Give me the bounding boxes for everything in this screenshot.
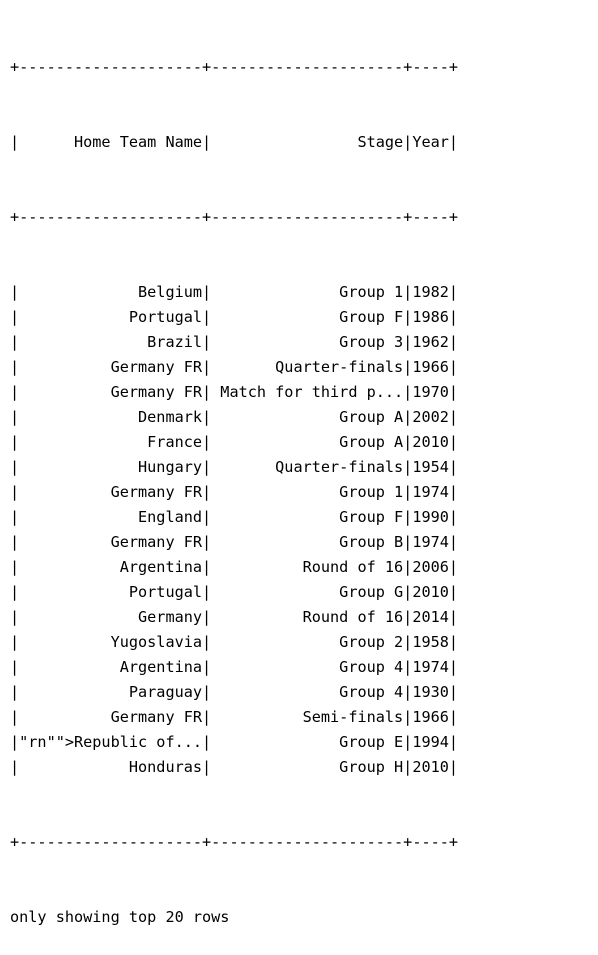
table-body: | Belgium| Group 1|1982| | Portugal| Grou… [10, 280, 590, 780]
table-row: | Germany FR| Match for third p...|1970| [10, 383, 459, 401]
console-output: +--------------------+------------------… [10, 5, 590, 955]
row-limit-note: only showing top 20 rows [10, 908, 230, 926]
table-row: | Yugoslavia| Group 2|1958| [10, 633, 459, 651]
table-border-bottom: +--------------------+------------------… [10, 833, 459, 851]
table-row: | Denmark| Group A|2002| [10, 408, 459, 426]
table-row: | Germany FR| Group 1|1974| [10, 483, 459, 501]
table-row: | Germany FR| Semi-finals|1966| [10, 708, 459, 726]
table-row: | Portugal| Group F|1986| [10, 308, 459, 326]
table-row: | England| Group F|1990| [10, 508, 459, 526]
table-row: | Germany FR| Group B|1974| [10, 533, 459, 551]
table-row: |"rn"">Republic of...| Group E|1994| [10, 733, 459, 751]
table-row: | Germany FR| Quarter-finals|1966| [10, 358, 459, 376]
table-row: | Germany| Round of 16|2014| [10, 608, 459, 626]
table-row: | Honduras| Group H|2010| [10, 758, 459, 776]
table-border-header: +--------------------+------------------… [10, 208, 459, 226]
table-row: | Brazil| Group 3|1962| [10, 333, 459, 351]
table-border-top: +--------------------+------------------… [10, 58, 459, 76]
table-row: | Argentina| Group 4|1974| [10, 658, 459, 676]
table-row: | Paraguay| Group 4|1930| [10, 683, 459, 701]
table-row: | Argentina| Round of 16|2006| [10, 558, 459, 576]
table-row: | Hungary| Quarter-finals|1954| [10, 458, 459, 476]
table-header-row: | Home Team Name| Stage|Year| [10, 133, 459, 151]
table-row: | France| Group A|2010| [10, 433, 459, 451]
table-row: | Portugal| Group G|2010| [10, 583, 459, 601]
table-row: | Belgium| Group 1|1982| [10, 283, 459, 301]
